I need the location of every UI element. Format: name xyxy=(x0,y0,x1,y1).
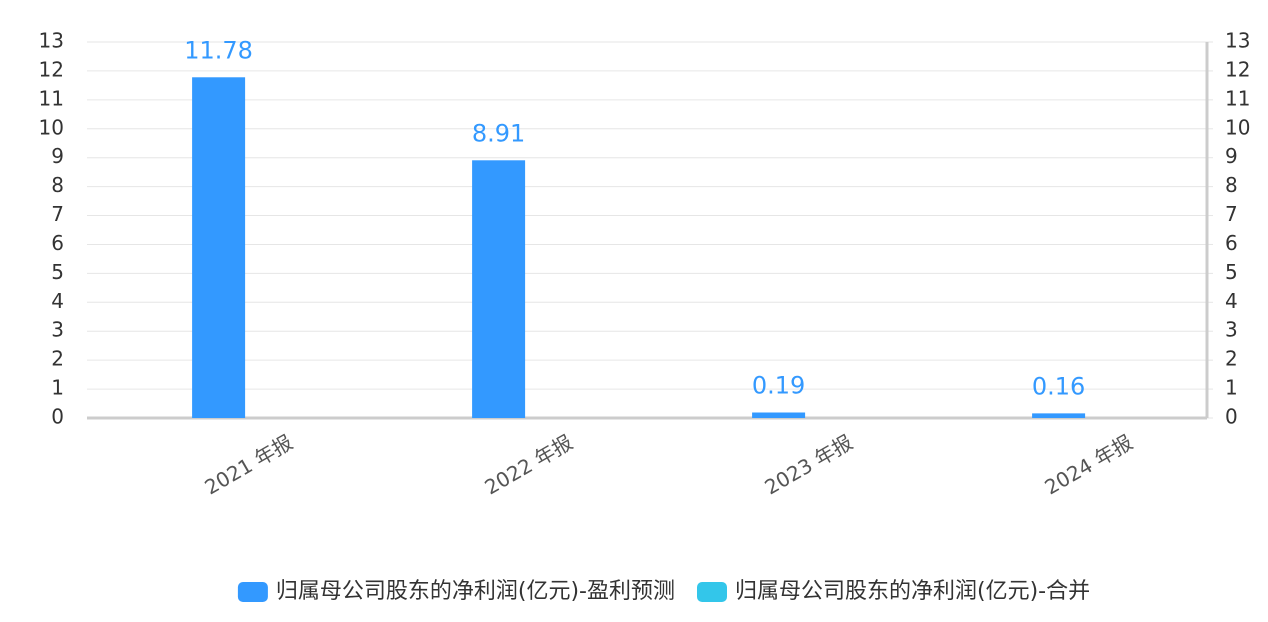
y-tick-label: 5 xyxy=(51,260,64,284)
x-tick-label: 2023 年报 xyxy=(761,430,857,499)
bar xyxy=(752,412,806,418)
legend-label: 归属母公司股东的净利润(亿元)-合并 xyxy=(735,579,1090,604)
data-label: 0.19 xyxy=(752,372,805,400)
legend-swatch xyxy=(697,582,727,602)
y-tick-label: 10 xyxy=(39,115,64,139)
y-tick-label: 11 xyxy=(39,86,64,110)
x-tick-label: 2024 年报 xyxy=(1041,430,1137,499)
y-tick-label: 2 xyxy=(51,347,64,371)
legend: 归属母公司股东的净利润(亿元)-盈利预测 归属母公司股东的净利润(亿元)-合并 xyxy=(237,579,1090,604)
y-tick-label: 9 xyxy=(51,144,64,168)
data-label: 0.16 xyxy=(1032,372,1085,400)
bar xyxy=(192,77,246,418)
y2-tick-label: 4 xyxy=(1225,289,1238,313)
bar xyxy=(472,160,526,418)
y2-tick-label: 3 xyxy=(1225,318,1238,342)
y2-tick-label: 1 xyxy=(1225,376,1238,400)
y-tick-label: 0 xyxy=(51,405,64,429)
y-tick-label: 12 xyxy=(39,57,64,81)
y2-tick-label: 12 xyxy=(1225,57,1250,81)
y2-tick-label: 8 xyxy=(1225,173,1238,197)
y-tick-label: 3 xyxy=(51,318,64,342)
y-tick-label: 7 xyxy=(51,202,64,226)
y2-tick-label: 9 xyxy=(1225,144,1238,168)
y2-tick-label: 13 xyxy=(1225,29,1250,53)
y2-tick-label: 6 xyxy=(1225,231,1238,255)
y2-tick-label: 0 xyxy=(1225,405,1238,429)
legend-swatch xyxy=(237,582,268,602)
y2-tick-label: 2 xyxy=(1225,347,1238,371)
y-tick-label: 4 xyxy=(51,289,64,313)
y-tick-label: 1 xyxy=(51,376,64,400)
y-tick-label: 13 xyxy=(39,29,64,53)
legend-label: 归属母公司股东的净利润(亿元)-盈利预测 xyxy=(276,579,675,604)
data-label: 8.91 xyxy=(472,119,525,147)
y-tick-label: 8 xyxy=(51,173,64,197)
y2-tick-label: 10 xyxy=(1225,115,1250,139)
data-label: 11.78 xyxy=(184,36,253,64)
bar xyxy=(1032,413,1086,418)
y-tick-label: 6 xyxy=(51,231,64,255)
y2-tick-label: 11 xyxy=(1225,86,1250,110)
y2-tick-label: 5 xyxy=(1225,260,1238,284)
y2-tick-label: 7 xyxy=(1225,202,1238,226)
x-tick-label: 2022 年报 xyxy=(481,430,577,499)
x-tick-label: 2021 年报 xyxy=(201,430,297,499)
